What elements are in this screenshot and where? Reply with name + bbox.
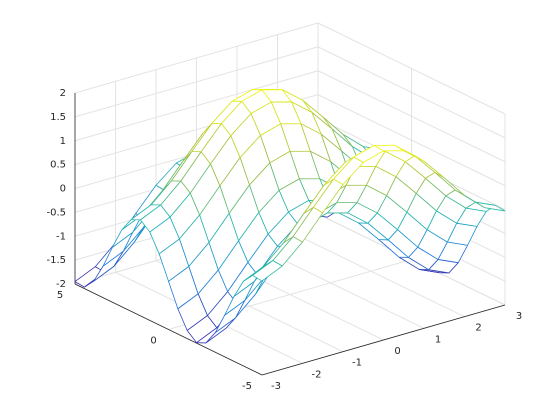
mesh-cell <box>149 216 180 255</box>
grid-line <box>317 46 506 139</box>
x-tick-label: -2 <box>312 369 322 380</box>
grid-line <box>317 22 506 115</box>
x-tick-label: -1 <box>352 358 362 369</box>
z-tick-label: -0.5 <box>46 207 66 218</box>
grid-line <box>74 46 319 118</box>
grid-line <box>74 70 319 142</box>
grid-line <box>74 22 319 94</box>
x-tick-label: 3 <box>516 311 522 322</box>
z-tick-label: -2 <box>56 279 66 290</box>
y-tick-label: 0 <box>150 336 156 347</box>
x-axis <box>261 304 506 376</box>
x-tick-label: 2 <box>475 323 481 334</box>
grid-line <box>317 70 506 163</box>
z-tick-label: 1 <box>60 136 66 147</box>
mesh-cell <box>230 113 261 158</box>
y-tick-label: -5 <box>242 381 252 392</box>
z-tick-label: 0 <box>60 184 66 195</box>
y-axis <box>74 283 263 376</box>
z-tick-label: 0.5 <box>50 160 66 171</box>
z-tick-label: -1 <box>56 231 66 242</box>
mesh-cell <box>252 260 283 282</box>
z-tick-label: 2 <box>60 88 66 99</box>
x-tick-label: -3 <box>271 381 281 392</box>
z-tick-label: -1.5 <box>46 255 66 266</box>
mesh-cell <box>333 156 364 185</box>
grid-line <box>317 94 506 187</box>
z-tick-label: 1.5 <box>50 112 66 123</box>
x-tick-label: 1 <box>435 334 441 345</box>
y-tick-label: 5 <box>57 290 63 301</box>
x-tick-label: 0 <box>394 346 400 357</box>
